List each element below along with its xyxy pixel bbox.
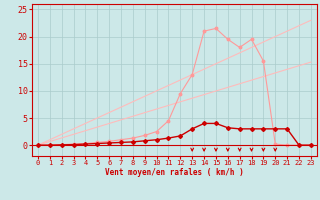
X-axis label: Vent moyen/en rafales ( km/h ): Vent moyen/en rafales ( km/h ) bbox=[105, 168, 244, 177]
